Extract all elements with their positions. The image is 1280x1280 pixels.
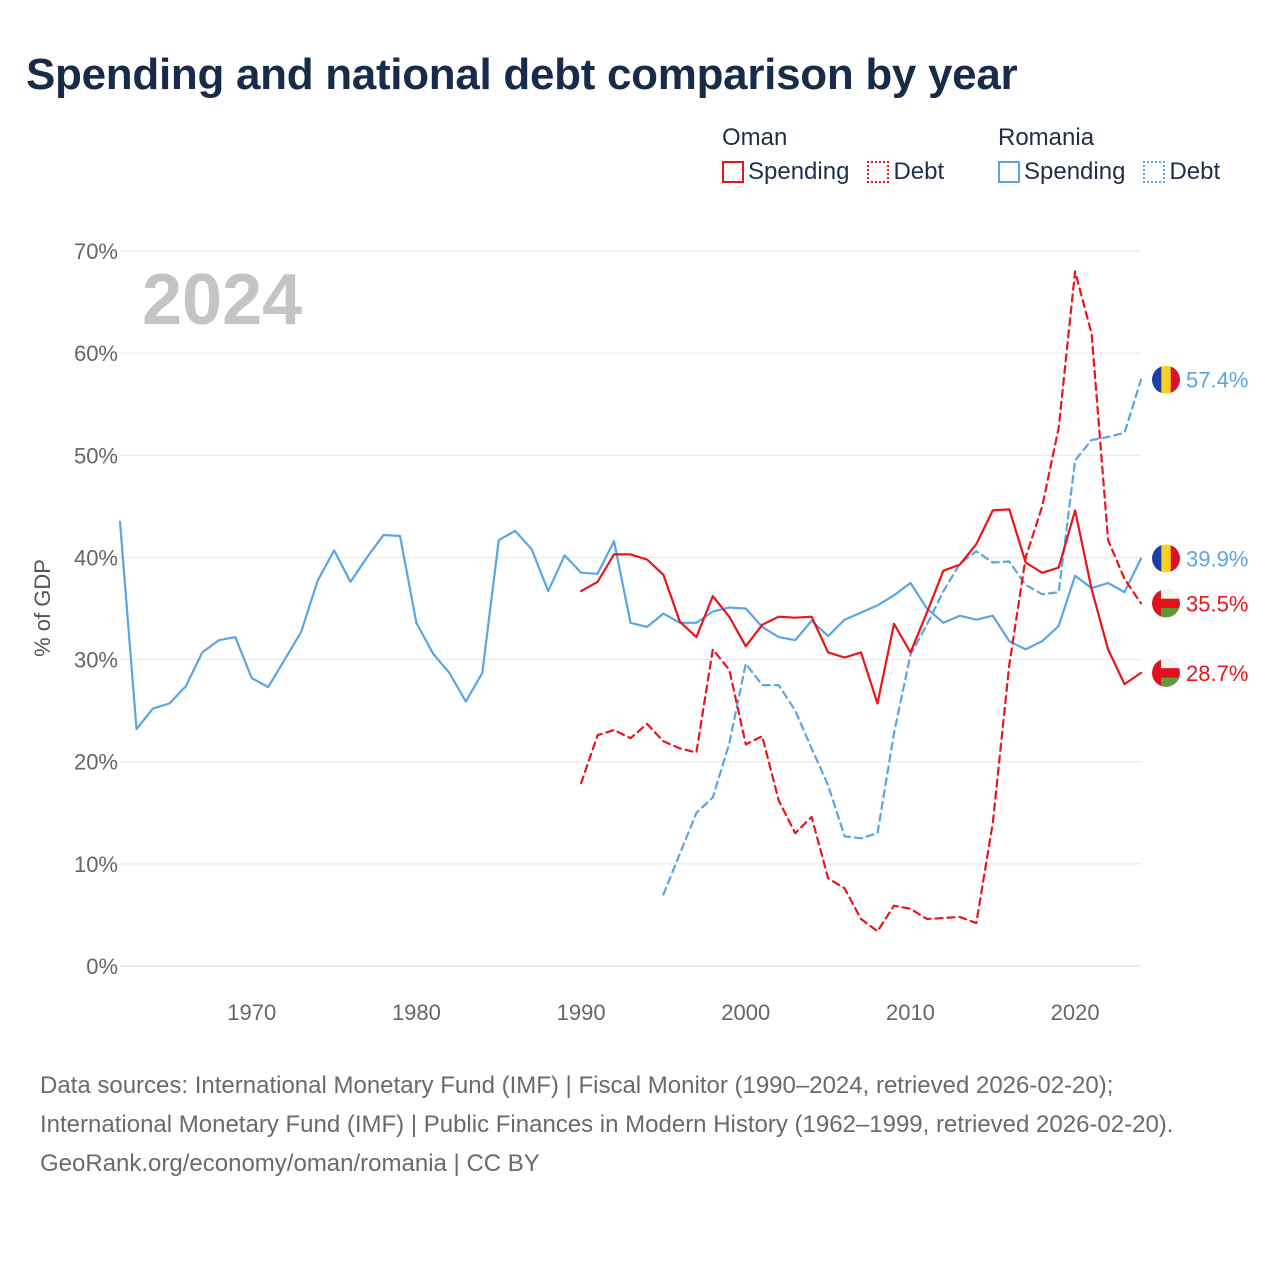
line-chart: 0% 10% 20% 30% 40% 50% 60% 70% 1970 1980 1990 2000 2…	[30, 239, 1248, 1025]
x-tick-label: 1970	[227, 1000, 276, 1025]
series-line-romania-debt[interactable]	[662, 378, 1143, 896]
y-tick-label: 60%	[74, 341, 118, 366]
x-tick-label: 2020	[1051, 1000, 1100, 1025]
romania-flag-icon	[1152, 365, 1180, 394]
series-line-romania-spending[interactable]	[118, 520, 1143, 731]
y-tick-label: 30%	[74, 648, 118, 673]
series-line-oman-spending[interactable]	[579, 508, 1143, 705]
legend-item-oman-debt[interactable]: Debt	[867, 158, 944, 186]
legend-group-label: Romania	[998, 124, 1095, 151]
end-value-label: 39.9%	[1186, 546, 1248, 571]
oman-flag-icon	[1152, 658, 1180, 687]
y-tick-label: 0%	[86, 954, 118, 979]
solid-line-swatch-icon	[998, 161, 1020, 183]
data-sources: Data sources: International Monetary Fun…	[40, 1072, 1174, 1138]
legend-item-romania-spending[interactable]: Spending	[998, 158, 1125, 186]
credit-link[interactable]: GeoRank.org/economy/oman/romania | CC BY	[40, 1150, 540, 1177]
romania-flag-icon	[1152, 544, 1180, 573]
y-tick-label: 40%	[74, 545, 118, 570]
y-axis-title: % of GDP	[30, 559, 55, 657]
legend-item-label: Debt	[893, 158, 945, 185]
y-tick-label: 50%	[74, 443, 118, 468]
x-tick-label: 1980	[392, 1000, 441, 1025]
legend-item-oman-spending[interactable]: Spending	[722, 158, 849, 186]
end-value-label: 35.5%	[1186, 591, 1248, 616]
x-tick-label: 1990	[557, 1000, 606, 1025]
solid-line-swatch-icon	[722, 161, 744, 183]
year-label: 2024	[142, 260, 302, 340]
page-title: Spending and national debt comparison by…	[26, 50, 1018, 99]
dotted-line-swatch-icon	[1143, 161, 1166, 183]
legend-item-romania-debt[interactable]: Debt	[1143, 158, 1220, 186]
legend-item-label: Debt	[1169, 158, 1221, 185]
y-tick-label: 20%	[74, 750, 118, 775]
y-tick-label: 10%	[74, 852, 118, 877]
legend-group-label: Oman	[722, 124, 788, 151]
legend-item-label: Spending	[748, 158, 850, 185]
end-value-label: 28.7%	[1186, 661, 1248, 686]
x-tick-label: 2000	[721, 1000, 770, 1025]
x-tick-label: 2010	[886, 1000, 935, 1025]
legend-group-romania: Romania Spending Debt	[998, 124, 1220, 186]
legend-item-label: Spending	[1024, 158, 1126, 185]
series-line-oman-debt[interactable]	[579, 270, 1143, 933]
legend-group-oman: Oman Spending Debt	[722, 124, 944, 186]
dotted-line-swatch-icon	[867, 161, 890, 183]
end-value-label: 57.4%	[1186, 368, 1248, 393]
oman-flag-icon	[1152, 589, 1180, 618]
y-tick-label: 70%	[74, 239, 118, 264]
footer: Data sources: International Monetary Fun…	[40, 1066, 1240, 1183]
